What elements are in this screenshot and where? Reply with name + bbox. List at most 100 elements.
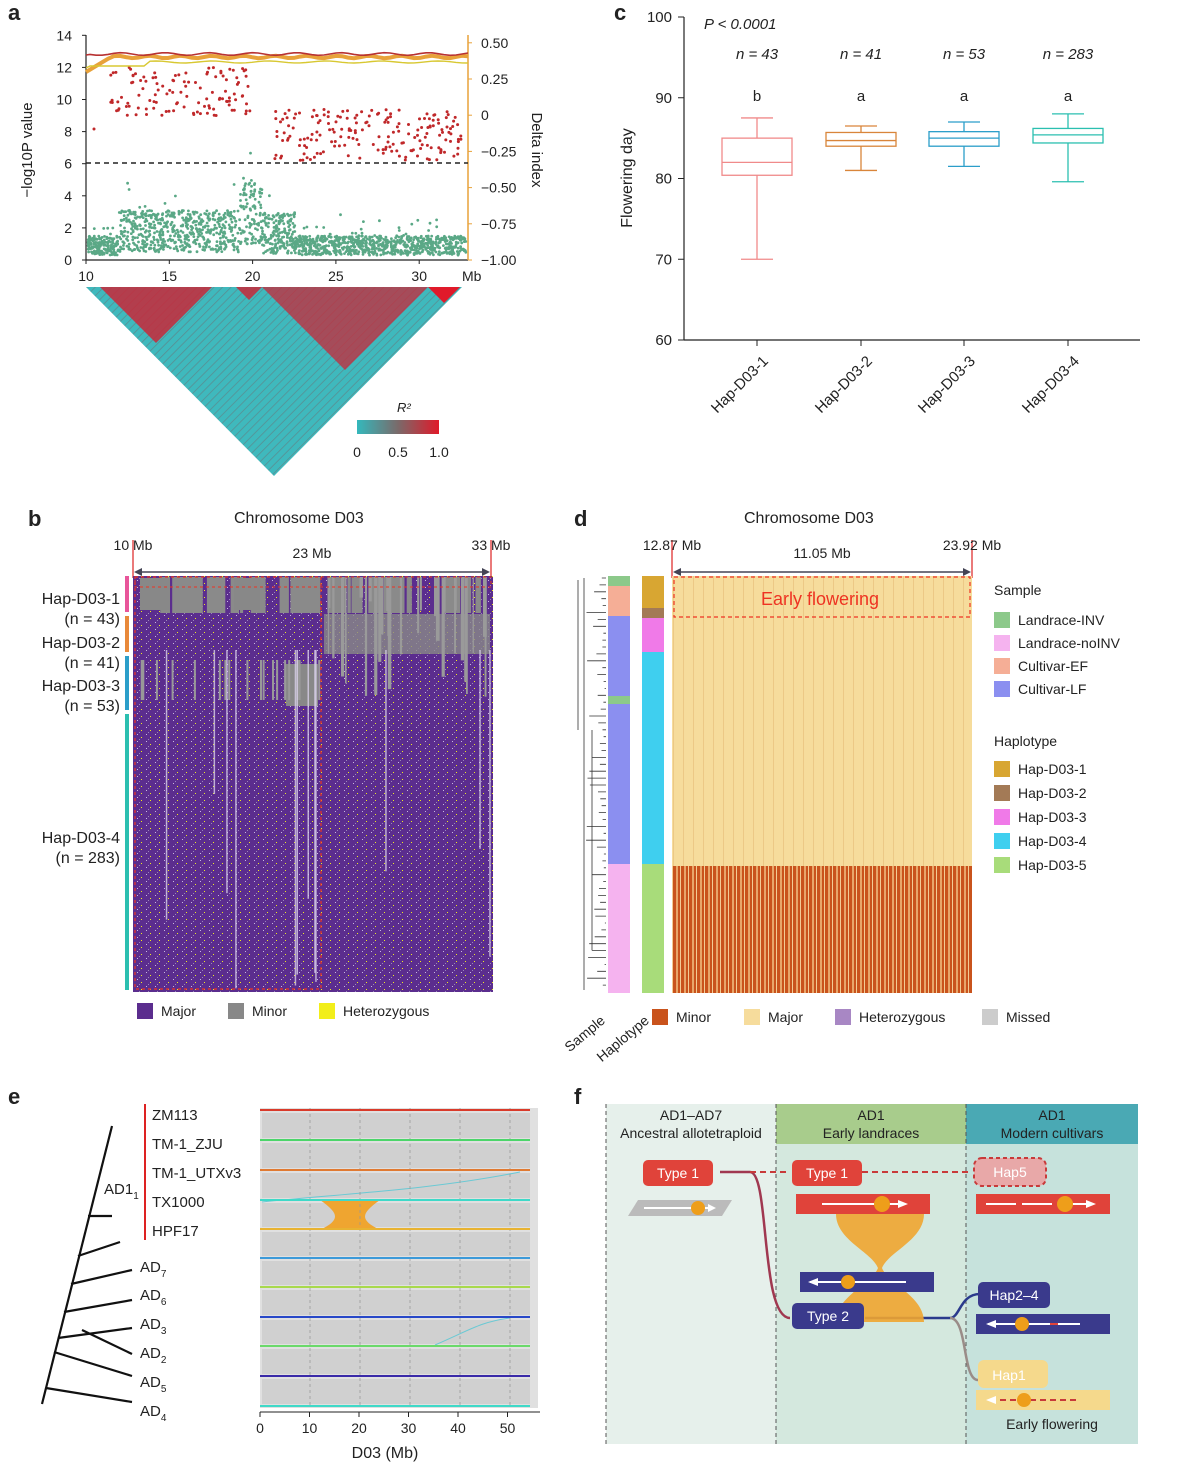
- gwas-point-low: [103, 240, 107, 244]
- gwas-point-low: [188, 231, 192, 235]
- gwas-point-low: [163, 224, 167, 228]
- gwas-point-high: [212, 107, 216, 111]
- gwas-point-low: [152, 246, 156, 250]
- gwas-point-low: [417, 239, 420, 242]
- gwas-point-low: [106, 246, 110, 250]
- minor-block: [399, 577, 403, 655]
- gwas-point-low: [230, 214, 234, 218]
- gwas-point-low: [97, 234, 101, 238]
- gwas-point-low: [435, 225, 439, 229]
- gwas-point-low: [177, 209, 181, 213]
- gwas-point-low: [319, 239, 323, 242]
- gwas-point-low: [193, 238, 197, 242]
- gwas-point-low: [453, 234, 457, 238]
- gwas-point-low: [440, 251, 444, 255]
- f-col2-line1: AD1: [857, 1107, 884, 1123]
- gwas-point-low: [112, 237, 116, 241]
- gwas-point-low: [158, 233, 161, 237]
- gwas-point-low: [412, 253, 416, 256]
- gwas-point-high: [134, 72, 137, 76]
- gwas-manhattan-plot: 0 2 4 6 8 10 12 14 −1.00 −0.75 −0.50 −0.25 0 0.25 0.5…: [19, 27, 545, 476]
- gwas-point-low: [221, 242, 225, 245]
- gwas-point-low: [437, 250, 441, 254]
- gwas-point-high: [391, 130, 395, 134]
- gwas-point-low: [339, 213, 342, 217]
- box-n-label: n = 53: [943, 46, 986, 63]
- gwas-point-low: [433, 249, 436, 252]
- gwas-point-high: [305, 156, 309, 160]
- gwas-point-high: [384, 108, 388, 112]
- gwas-point-low: [201, 219, 205, 223]
- gwas-point-low: [183, 246, 186, 250]
- gwas-point-low: [169, 234, 172, 238]
- gwas-point-low: [238, 228, 242, 232]
- gwas-point-low: [242, 193, 245, 197]
- gwas-point-high: [298, 144, 301, 147]
- gwas-point-high: [144, 79, 148, 83]
- gwas-point-low: [285, 241, 289, 245]
- gwas-point-high: [305, 146, 309, 149]
- gwas-point-low: [283, 246, 287, 250]
- gwas-point-low: [308, 245, 312, 249]
- gwas-point-low: [183, 240, 187, 244]
- left-tick-label: 2: [64, 220, 72, 236]
- panel-letter-b: b: [28, 506, 42, 531]
- gwas-point-low: [136, 248, 140, 252]
- gwas-point-high: [230, 108, 234, 112]
- gwas-point-low: [164, 243, 168, 247]
- gwas-point-low: [428, 221, 432, 225]
- gwas-point-high: [171, 78, 175, 82]
- gwas-point-high: [354, 121, 358, 125]
- gwas-point-low: [173, 215, 176, 219]
- gwas-point-high: [377, 111, 381, 115]
- gwas-point-high: [198, 112, 202, 116]
- gwas-point-low: [429, 242, 432, 245]
- gwas-point-low: [227, 223, 231, 227]
- gwas-point-low: [302, 226, 306, 230]
- gwas-point-low: [261, 243, 264, 247]
- gwas-point-low: [130, 222, 134, 226]
- gwas-point-low: [213, 211, 217, 215]
- gwas-point-high: [151, 76, 155, 80]
- gwas-point-low: [234, 219, 238, 223]
- gwas-point-low: [258, 213, 262, 217]
- gwas-point-low: [253, 197, 257, 201]
- b-legend-major: Major: [137, 1003, 196, 1019]
- gwas-point-high: [346, 154, 350, 158]
- gwas-point-low: [205, 244, 208, 247]
- x-tick-label: 30: [411, 268, 427, 284]
- gwas-point-high: [438, 133, 442, 137]
- synteny-x-tick: 40: [450, 1420, 466, 1436]
- gwas-point-low: [281, 219, 284, 223]
- gwas-point-low: [318, 243, 322, 247]
- gwas-point-low: [87, 250, 90, 254]
- gwas-point-low: [155, 230, 159, 233]
- gwas-point-low: [361, 250, 365, 254]
- gwas-point-low: [115, 253, 119, 257]
- gwas-point-low: [261, 229, 264, 233]
- gwas-point-low: [305, 225, 309, 229]
- gwas-point-low: [184, 235, 187, 239]
- gwas-point-low: [239, 242, 242, 246]
- gwas-point-low: [91, 251, 94, 255]
- gwas-point-low: [203, 248, 206, 252]
- gwas-point-low: [352, 241, 356, 245]
- gwas-point-low: [146, 209, 149, 213]
- gwas-point-high: [244, 74, 248, 78]
- gwas-point-high: [397, 122, 401, 126]
- gwas-point-low: [248, 231, 252, 235]
- gwas-point-high: [185, 94, 189, 98]
- x-unit-label: Mb: [462, 268, 482, 284]
- minor-block: [460, 577, 465, 661]
- gwas-point-high: [340, 127, 344, 131]
- gwas-point-low: [220, 218, 224, 221]
- minor-block: [298, 660, 301, 700]
- gwas-point-low: [289, 239, 292, 242]
- boxplot-y-tick: 70: [655, 251, 672, 268]
- gwas-point-low: [217, 222, 221, 226]
- gwas-point-high: [221, 97, 224, 101]
- panel-letter-c: c: [614, 0, 627, 25]
- gwas-point-low: [414, 235, 418, 239]
- minor-block: [142, 660, 145, 700]
- gwas-point-high: [451, 125, 455, 128]
